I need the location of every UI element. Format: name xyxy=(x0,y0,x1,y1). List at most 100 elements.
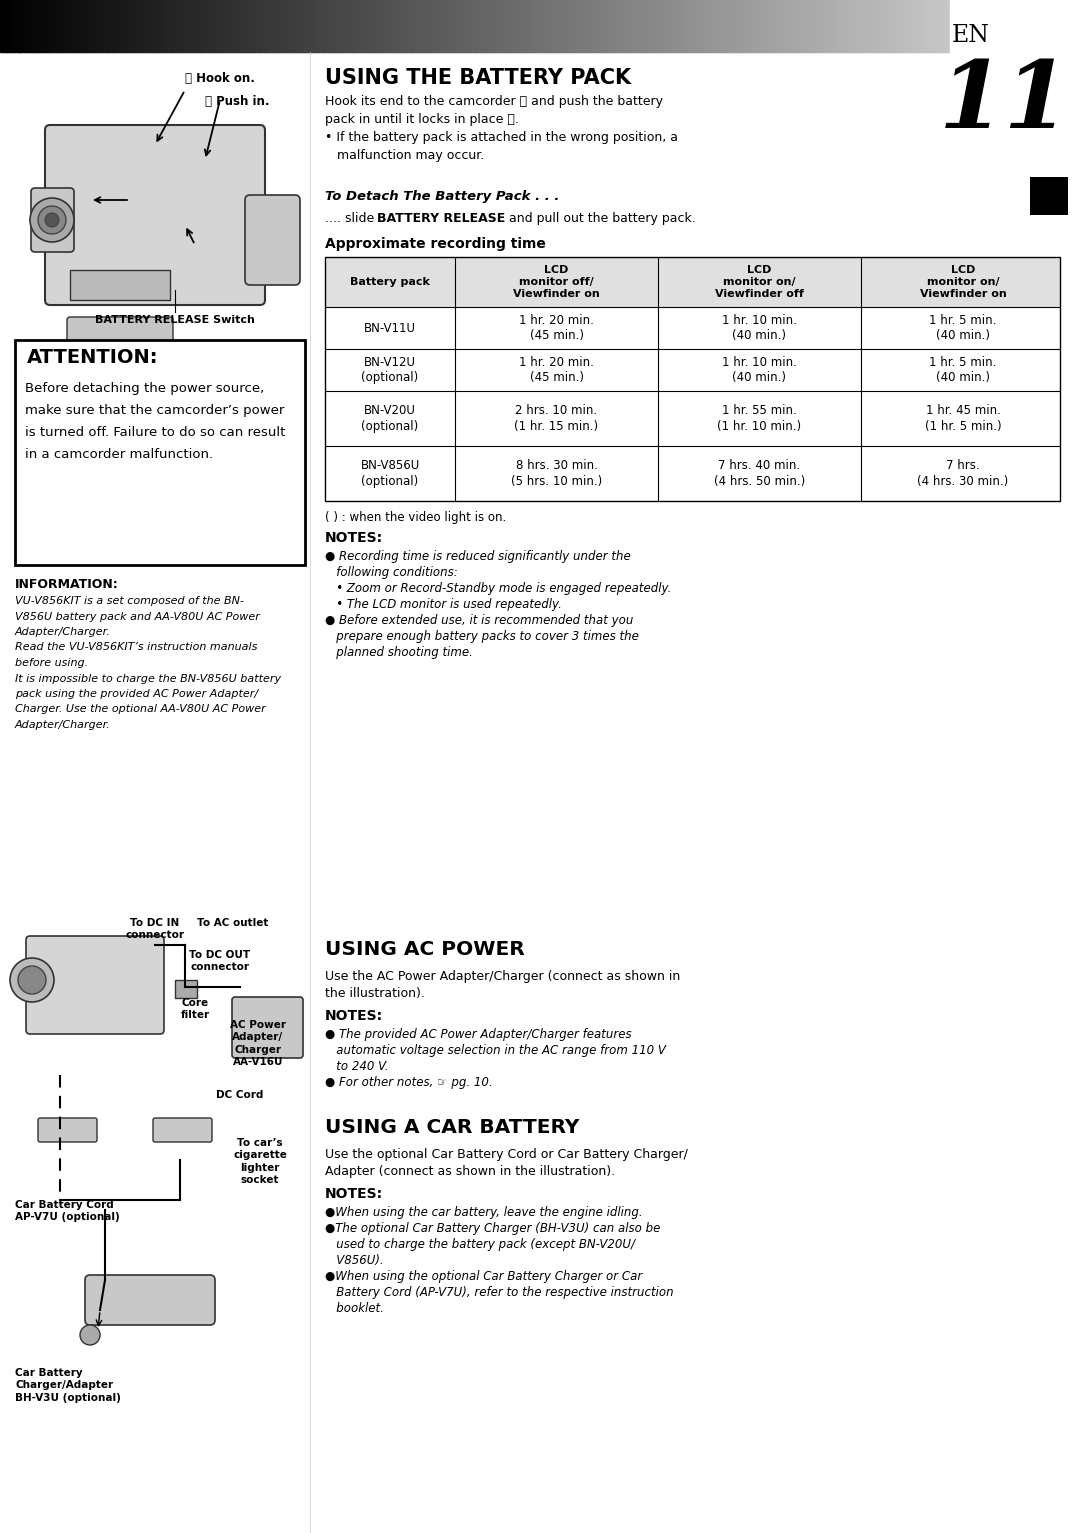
Bar xyxy=(741,0,744,52)
Bar xyxy=(325,258,1059,501)
Bar xyxy=(509,0,512,52)
FancyBboxPatch shape xyxy=(85,1275,215,1325)
Bar xyxy=(210,0,213,52)
Bar xyxy=(816,0,821,52)
Bar xyxy=(511,0,514,52)
Text: 7 hrs.
(4 hrs. 30 min.): 7 hrs. (4 hrs. 30 min.) xyxy=(917,458,1009,487)
Bar xyxy=(337,0,340,52)
Text: ● Before extended use, it is recommended that you: ● Before extended use, it is recommended… xyxy=(325,615,633,627)
Bar xyxy=(537,0,540,52)
Bar xyxy=(111,0,114,52)
Bar xyxy=(361,0,364,52)
Bar xyxy=(292,0,296,52)
Bar xyxy=(947,0,951,52)
Bar xyxy=(380,0,383,52)
Bar xyxy=(660,0,663,52)
Bar xyxy=(221,0,225,52)
Bar xyxy=(843,0,847,52)
Text: automatic voltage selection in the AC range from 110 V: automatic voltage selection in the AC ra… xyxy=(325,1044,666,1056)
Bar xyxy=(549,0,552,52)
Text: ●The optional Car Battery Charger (BH-V3U) can also be: ●The optional Car Battery Charger (BH-V3… xyxy=(325,1222,660,1236)
Bar xyxy=(40,0,44,52)
Bar xyxy=(888,0,892,52)
Bar xyxy=(681,0,685,52)
Bar xyxy=(905,0,908,52)
Text: is turned off. Failure to do so can result: is turned off. Failure to do so can resu… xyxy=(25,426,285,438)
Bar xyxy=(387,0,391,52)
Text: 1 hr. 20 min.
(45 min.): 1 hr. 20 min. (45 min.) xyxy=(519,356,594,385)
Bar xyxy=(796,0,799,52)
Bar xyxy=(565,0,569,52)
Bar xyxy=(426,0,429,52)
Text: in a camcorder malfunction.: in a camcorder malfunction. xyxy=(25,448,213,461)
Bar xyxy=(667,0,671,52)
Bar xyxy=(746,0,750,52)
Bar xyxy=(852,0,856,52)
Bar xyxy=(359,0,362,52)
Bar xyxy=(850,0,853,52)
Circle shape xyxy=(10,958,54,1003)
Bar xyxy=(755,0,758,52)
Bar xyxy=(245,0,248,52)
Bar xyxy=(264,0,267,52)
Text: Charger. Use the optional AA-V80U AC Power: Charger. Use the optional AA-V80U AC Pow… xyxy=(15,705,266,714)
Bar xyxy=(713,0,716,52)
Bar xyxy=(912,0,916,52)
Bar xyxy=(489,0,492,52)
Bar xyxy=(52,0,56,52)
Bar xyxy=(470,0,474,52)
Bar xyxy=(525,0,528,52)
Bar xyxy=(261,0,265,52)
Bar xyxy=(178,0,181,52)
Bar xyxy=(826,0,829,52)
Bar xyxy=(729,0,732,52)
Text: BN-V12U
(optional): BN-V12U (optional) xyxy=(362,356,419,385)
Bar xyxy=(278,0,281,52)
Bar xyxy=(748,0,752,52)
Bar xyxy=(684,0,687,52)
Bar xyxy=(881,0,885,52)
Bar xyxy=(929,0,932,52)
Bar xyxy=(802,0,806,52)
Bar xyxy=(594,0,597,52)
Bar xyxy=(437,0,441,52)
Bar xyxy=(834,0,837,52)
Bar xyxy=(632,0,635,52)
Text: .... slide: .... slide xyxy=(325,212,378,225)
Bar xyxy=(575,0,578,52)
Bar xyxy=(719,0,723,52)
Bar xyxy=(147,0,150,52)
Bar xyxy=(311,0,314,52)
Bar xyxy=(862,0,865,52)
Bar xyxy=(273,0,276,52)
Bar xyxy=(589,0,592,52)
Bar xyxy=(558,0,562,52)
Bar xyxy=(70,270,170,300)
Bar xyxy=(774,0,778,52)
Bar xyxy=(487,0,490,52)
Bar xyxy=(864,0,868,52)
Bar xyxy=(378,0,381,52)
Bar xyxy=(580,0,583,52)
Bar xyxy=(36,0,39,52)
Bar xyxy=(370,0,374,52)
Bar xyxy=(410,0,415,52)
Bar xyxy=(285,0,288,52)
Bar xyxy=(28,0,32,52)
Bar xyxy=(846,0,849,52)
Bar xyxy=(347,0,350,52)
Text: Adapter/Charger.: Adapter/Charger. xyxy=(15,721,111,730)
Bar xyxy=(679,0,683,52)
Bar xyxy=(791,0,794,52)
Bar xyxy=(675,0,678,52)
Bar xyxy=(121,0,124,52)
Bar xyxy=(822,0,825,52)
Bar xyxy=(342,0,346,52)
Bar xyxy=(190,0,193,52)
Bar xyxy=(216,0,219,52)
Bar xyxy=(886,0,889,52)
Bar xyxy=(299,0,302,52)
Bar xyxy=(636,0,639,52)
Bar xyxy=(297,0,300,52)
Bar xyxy=(168,0,172,52)
